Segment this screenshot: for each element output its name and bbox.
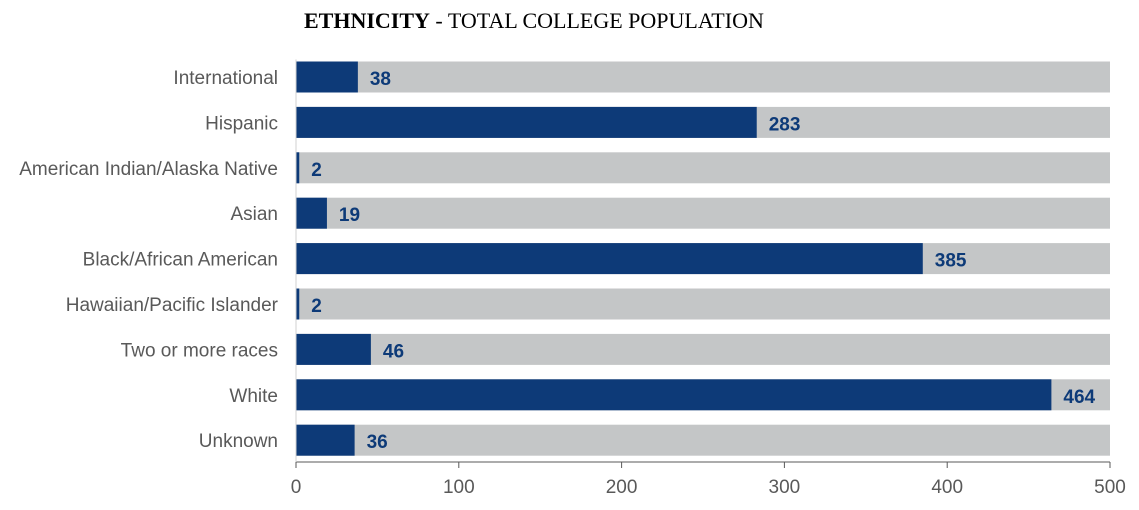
bar (296, 243, 923, 275)
data-label: 385 (935, 251, 967, 272)
chart-title-bold: ETHNICITY (304, 8, 430, 33)
data-label: 2 (311, 296, 322, 317)
category-label: Two or more races (121, 340, 278, 361)
category-label: White (229, 386, 278, 407)
bar-track (296, 152, 1110, 184)
x-tick-label: 500 (1094, 477, 1126, 498)
category-label: Asian (230, 204, 278, 225)
bar (296, 333, 371, 365)
data-label: 19 (339, 205, 360, 226)
data-label: 46 (383, 341, 404, 362)
bar (296, 106, 757, 138)
bar (296, 379, 1052, 411)
category-label: Unknown (199, 431, 278, 452)
x-tick-label: 300 (769, 477, 801, 498)
category-label: American Indian/Alaska Native (19, 159, 278, 180)
bar-track (296, 424, 1110, 456)
bar (296, 288, 300, 320)
bar-track (296, 197, 1110, 229)
category-label: International (173, 68, 278, 89)
bar (296, 197, 327, 229)
category-label: Hawaiian/Pacific Islander (66, 295, 279, 316)
bar-track (296, 61, 1110, 93)
data-label: 2 (311, 160, 322, 181)
chart-title-rest: - TOTAL COLLEGE POPULATION (429, 8, 764, 33)
bar (296, 424, 355, 456)
data-label: 464 (1063, 387, 1095, 408)
category-label: Hispanic (205, 113, 278, 134)
x-tick-label: 400 (931, 477, 963, 498)
x-tick-label: 200 (606, 477, 638, 498)
data-label: 38 (370, 69, 391, 90)
x-tick-label: 0 (291, 477, 302, 498)
data-label: 283 (769, 114, 801, 135)
category-label: Black/African American (83, 250, 278, 271)
bar (296, 61, 358, 93)
data-label: 36 (367, 432, 388, 453)
chart-title: ETHNICITY - TOTAL COLLEGE POPULATION (0, 8, 1139, 34)
bar-track (296, 333, 1110, 365)
bar (296, 152, 300, 184)
x-tick-label: 100 (443, 477, 475, 498)
bar-track (296, 288, 1110, 320)
